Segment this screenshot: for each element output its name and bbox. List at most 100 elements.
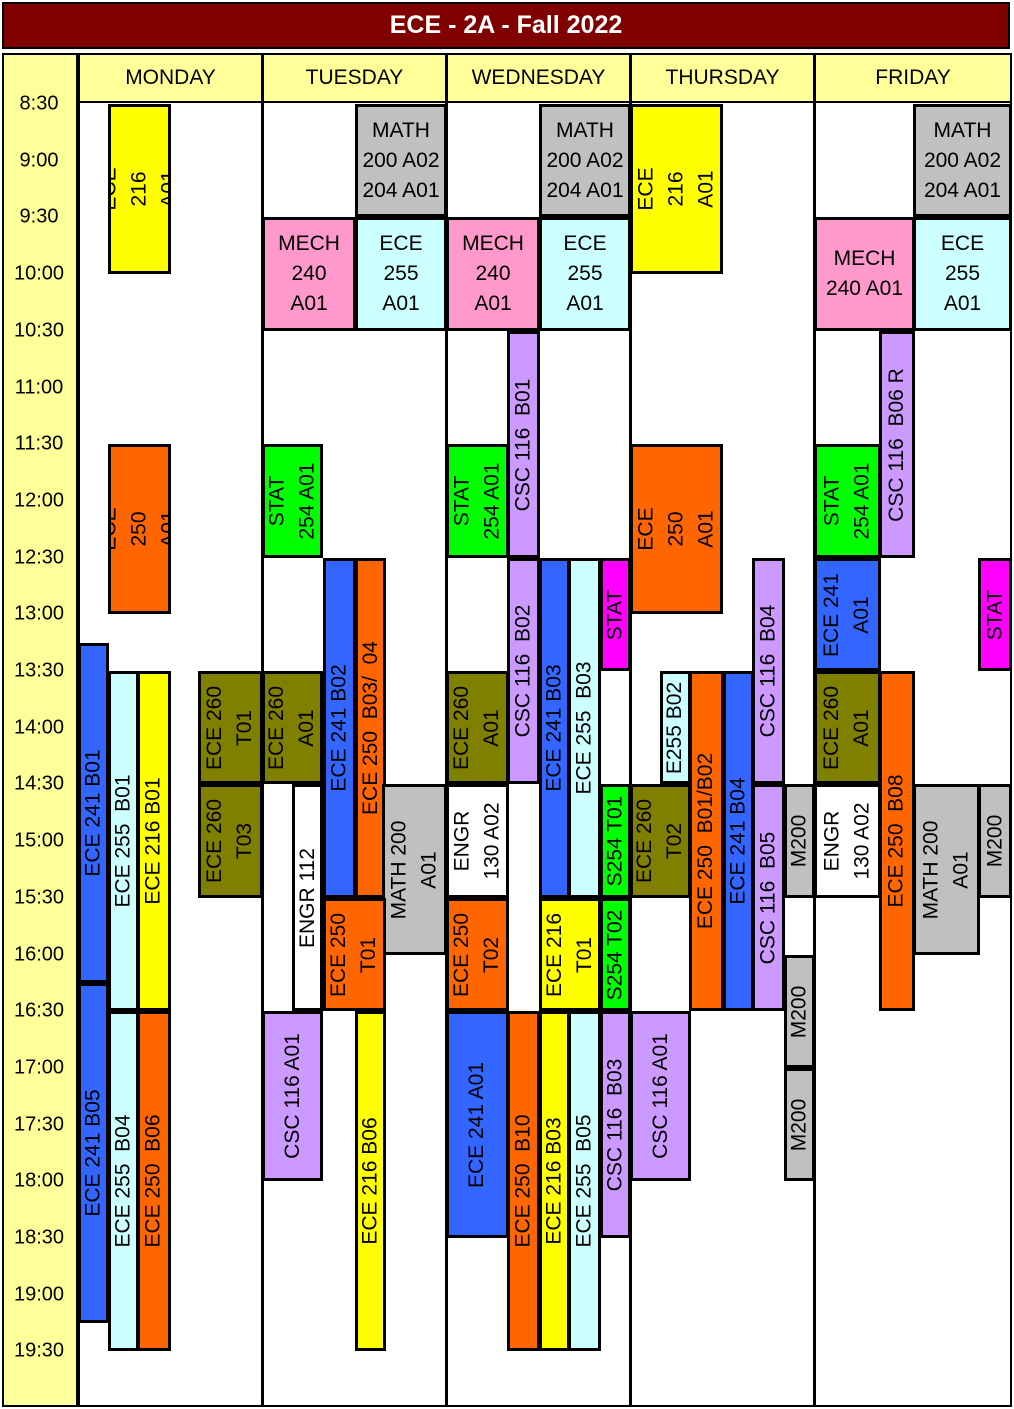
course-label: ENGR 130 A02 [450, 802, 504, 880]
course-block-ece-255-a01-wed[interactable]: ECE 255 A01 [539, 217, 631, 331]
course-block-math-200-fri[interactable]: MATH 200 A02 204 A01 [913, 104, 1012, 217]
course-block-ece-255-b05-wed[interactable]: ECE 255 B05 [568, 1011, 601, 1351]
course-label: ECE 255 A01 [940, 232, 985, 315]
course-block-ece-260-t02-thu[interactable]: ECE 260 T02 [630, 784, 691, 898]
course-label: M200 [787, 1098, 811, 1151]
course-label: STAT 254 A01 [450, 462, 504, 540]
course-label: ECE 241 B05 [81, 1089, 105, 1217]
course-block-ece-216-b03-wed[interactable]: ECE 216 B03 [539, 1011, 570, 1351]
course-block-stat-254-a01-wed[interactable]: STAT 254 A01 [446, 444, 509, 558]
course-label: MECH 240 A01 [278, 232, 340, 315]
course-label: ECE 250 B06 [142, 1114, 165, 1248]
course-block-e255-b02-thu[interactable]: E255 B02 [660, 671, 691, 784]
course-label: ECE 260 A01 [450, 685, 504, 770]
course-label: M200 [983, 814, 1006, 868]
course-block-ece-260-t01-mon[interactable]: ECE 260 T01 [198, 671, 263, 784]
course-block-csc-116-a01-thu[interactable]: CSC 116 A01 [630, 1011, 691, 1181]
course-block-m200-thu-2[interactable]: M200 [784, 955, 815, 1068]
course-block-ece-250-a01-mon[interactable]: ECE 250 A01 [108, 444, 171, 614]
course-block-engr-130-a02-wed[interactable]: ENGR 130 A02 [446, 784, 509, 898]
course-block-ece-255-b03-wed[interactable]: ECE 255 B03 [568, 558, 601, 898]
course-label: STAT [603, 589, 627, 640]
course-block-s254-t01-wed[interactable]: S254 T01 [600, 784, 631, 898]
course-block-ece-216-b01-mon[interactable]: ECE 216 B01 [137, 671, 171, 1011]
course-label: MATH 200 A01 [919, 820, 973, 919]
time-label: 9:30 [19, 205, 59, 228]
course-block-ece-255-b01-mon[interactable]: ECE 255 B01 [108, 671, 139, 1011]
course-block-csc-116-a01-tue[interactable]: CSC 116 A01 [262, 1011, 323, 1181]
schedule-title: ECE - 2A - Fall 2022 [2, 2, 1010, 49]
course-block-ece-250-b10-wed[interactable]: ECE 250 B10 [507, 1011, 540, 1351]
course-block-csc-116-b06r-fri[interactable]: CSC 116 B06 R [879, 331, 915, 558]
course-block-stat-fri[interactable]: STAT [978, 558, 1012, 671]
course-block-ece-260-t03-mon[interactable]: ECE 260 T03 [198, 784, 263, 898]
course-block-ece-216-a01-mon[interactable]: ECE 216 A01 [108, 104, 171, 274]
course-label: S254 T02 [603, 909, 627, 1000]
course-block-ece-260-a01-fri[interactable]: ECE 260 A01 [814, 671, 881, 784]
course-block-csc-116-b04-thu[interactable]: CSC 116 B04 [752, 558, 785, 784]
course-label: ECE 241 B03 [542, 664, 566, 792]
course-block-mech-240-a01-fri[interactable]: MECH 240 A01 [814, 217, 915, 331]
time-label: 13:30 [13, 659, 65, 682]
course-block-ece-216-b06-tue[interactable]: ECE 216 B06 [355, 1011, 386, 1351]
course-block-ece-241-b04-thu[interactable]: ECE 241 B04 [723, 671, 754, 1011]
course-block-csc-116-b02-wed[interactable]: CSC 116 B02 [507, 558, 540, 784]
course-block-math-200-wed[interactable]: MATH 200 A02 204 A01 [539, 104, 631, 217]
course-block-ece-241-b01-mon[interactable]: ECE 241 B01 [78, 643, 109, 983]
course-block-ece-255-a01-tue[interactable]: ECE 255 A01 [355, 217, 447, 331]
course-block-stat-254-a01-fri[interactable]: STAT 254 A01 [814, 444, 881, 558]
course-block-m200-thu-3[interactable]: M200 [784, 1068, 815, 1181]
course-block-ece-255-a01-fri[interactable]: ECE 255 A01 [913, 217, 1012, 331]
course-block-ece-250-b01-b02-thu[interactable]: ECE 250 B01/B02 [689, 671, 724, 1011]
course-label: ECE 216 T01 [543, 912, 596, 997]
course-label: STAT 254 A01 [265, 462, 319, 540]
course-block-ece-241-b03-wed[interactable]: ECE 241 B03 [539, 558, 570, 898]
course-block-csc-116-b01-wed[interactable]: CSC 116 B01 [507, 331, 540, 558]
course-block-csc-116-b05-thu[interactable]: CSC 116 B05 [752, 784, 785, 1011]
course-label: STAT 254 A01 [820, 462, 874, 540]
course-block-ece-241-a01-wed[interactable]: ECE 241 A01 [446, 1011, 509, 1238]
course-block-ece-255-b04-mon[interactable]: ECE 255 B04 [108, 1011, 139, 1351]
course-block-engr-112-tue[interactable]: ENGR 112 [292, 784, 323, 1011]
course-block-ece-260-a01-wed[interactable]: ECE 260 A01 [446, 671, 509, 784]
course-label: CSC 116 B04 [756, 604, 780, 738]
course-block-csc-116-b03-wed[interactable]: CSC 116 B03 [600, 1011, 631, 1238]
course-label: ECE 216 A01 [634, 167, 718, 211]
course-block-ece-250-a01-thu[interactable]: ECE 250 A01 [630, 444, 723, 614]
course-block-s254-t02-wed[interactable]: S254 T02 [600, 898, 631, 1011]
course-block-math-200-tue[interactable]: MATH 200 A02 204 A01 [355, 104, 447, 217]
course-block-ece-250-b03-tue[interactable]: ECE 250 B03/ 04 [355, 558, 386, 898]
course-label: CSC 116 B05 [756, 831, 780, 964]
course-block-engr-130-a02-fri[interactable]: ENGR 130 A02 [814, 784, 881, 898]
course-block-mech-240-a01-tue[interactable]: MECH 240 A01 [262, 217, 356, 331]
course-label: ECE 250 T01 [327, 912, 381, 997]
time-label: 12:00 [13, 489, 65, 512]
course-block-m200-thu-1[interactable]: M200 [784, 784, 815, 898]
course-block-ece-216-t01-wed[interactable]: ECE 216 T01 [539, 898, 601, 1011]
time-label: 17:00 [13, 1056, 65, 1079]
course-label: CSC 116 B02 [511, 604, 535, 738]
course-block-m200-fri[interactable]: M200 [978, 784, 1012, 898]
course-block-ece-241-a01-fri[interactable]: ECE 241 A01 [814, 558, 881, 671]
course-block-ece-250-t01-tue[interactable]: ECE 250 T01 [323, 898, 386, 1011]
course-block-ece-250-t02-wed[interactable]: ECE 250 T02 [446, 898, 509, 1011]
course-block-stat-wed[interactable]: STAT [600, 558, 631, 671]
course-label: ECE 255 A01 [379, 232, 423, 315]
course-block-ece-250-b08-fri[interactable]: ECE 250 B08 [879, 671, 915, 1011]
course-block-math-200-a01-tue[interactable]: MATH 200 A01 [382, 784, 447, 955]
course-block-ece-250-b06-mon[interactable]: ECE 250 B06 [137, 1011, 171, 1351]
course-label: ENGR 130 A02 [820, 802, 874, 880]
course-block-ece-260-a01-tue[interactable]: ECE 260 A01 [262, 671, 323, 784]
course-label: ECE 241 A01 [820, 572, 874, 657]
course-label: M200 [787, 985, 811, 1038]
course-block-math-200-a01-fri[interactable]: MATH 200 A01 [913, 784, 980, 955]
course-block-stat-254-a01-tue[interactable]: STAT 254 A01 [262, 444, 323, 558]
course-block-ece-216-a01-thu[interactable]: ECE 216 A01 [630, 104, 723, 274]
course-block-ece-241-b05-mon[interactable]: ECE 241 B05 [78, 983, 109, 1323]
course-block-mech-240-a01-wed[interactable]: MECH 240 A01 [446, 217, 540, 331]
day-header-wednesday: WEDNESDAY [446, 53, 631, 103]
course-block-ece-241-b02-tue[interactable]: ECE 241 B02 [323, 558, 356, 898]
course-label: ECE 216 B01 [142, 777, 166, 905]
course-label: CSC 116 A01 [648, 1033, 672, 1159]
